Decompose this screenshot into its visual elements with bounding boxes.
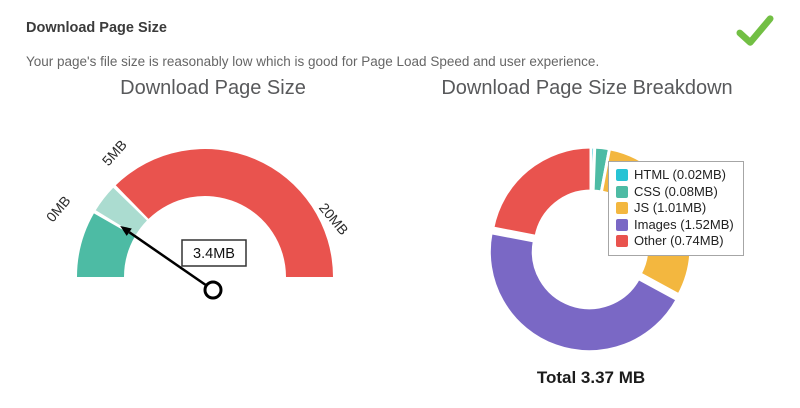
legend-item-other[interactable]: Other (0.74MB): [616, 233, 734, 250]
legend-item-html[interactable]: HTML (0.02MB): [616, 167, 734, 184]
legend-label: HTML (0.02MB): [634, 167, 726, 182]
gauge-segment: [115, 149, 333, 277]
donut-title: Download Page Size Breakdown: [441, 77, 733, 99]
donut-slice-other[interactable]: [491, 145, 593, 239]
gauge-value-box: [181, 239, 247, 267]
donut-panel: Download Page Size Breakdown Total 3.37 …: [400, 77, 774, 400]
legend-item-css[interactable]: CSS (0.08MB): [616, 184, 734, 201]
legend-item-images[interactable]: Images (1.52MB): [616, 217, 734, 234]
donut-slice-images[interactable]: [487, 230, 680, 354]
legend-swatch: [616, 202, 628, 215]
charts-row: Download Page Size 0MB 5MB 20MB 3.4MB Downl…: [26, 77, 774, 400]
gauge-needle-pivot: [203, 280, 223, 300]
section-description: Your page's file size is reasonably low …: [26, 54, 600, 69]
section-title: Download Page Size: [26, 20, 167, 36]
gauge-segment: [95, 187, 147, 235]
gauge-segment: [77, 213, 135, 277]
donut-total-label: Total 3.37 MB: [537, 368, 645, 387]
section-header: Download Page Size: [26, 14, 774, 48]
gauge-panel: Download Page Size 0MB 5MB 20MB 3.4MB: [26, 77, 400, 400]
legend-swatch: [616, 169, 628, 182]
legend-label: Other (0.74MB): [634, 233, 724, 248]
legend-swatch: [616, 185, 628, 198]
gauge-tick-label: 5MB: [99, 137, 130, 169]
gauge-value-label: 3.4MB: [193, 246, 235, 262]
legend-swatch: [616, 218, 628, 231]
legend-label: Images (1.52MB): [634, 216, 734, 232]
gauge-title: Download Page Size: [120, 77, 306, 99]
donut-legend: HTML (0.02MB) CSS (0.08MB) JS (1.01MB) Imag…: [608, 161, 744, 256]
gauge-needle: [128, 231, 214, 292]
gauge-tick-label: 0MB: [43, 193, 74, 225]
gauge-needle-arrow: [120, 225, 132, 236]
legend-swatch: [616, 235, 628, 248]
check-icon: [736, 15, 774, 46]
legend-label: JS (1.01MB): [634, 200, 707, 215]
legend-label: CSS (0.08MB): [634, 183, 718, 199]
legend-item-js[interactable]: JS (1.01MB): [616, 200, 734, 217]
